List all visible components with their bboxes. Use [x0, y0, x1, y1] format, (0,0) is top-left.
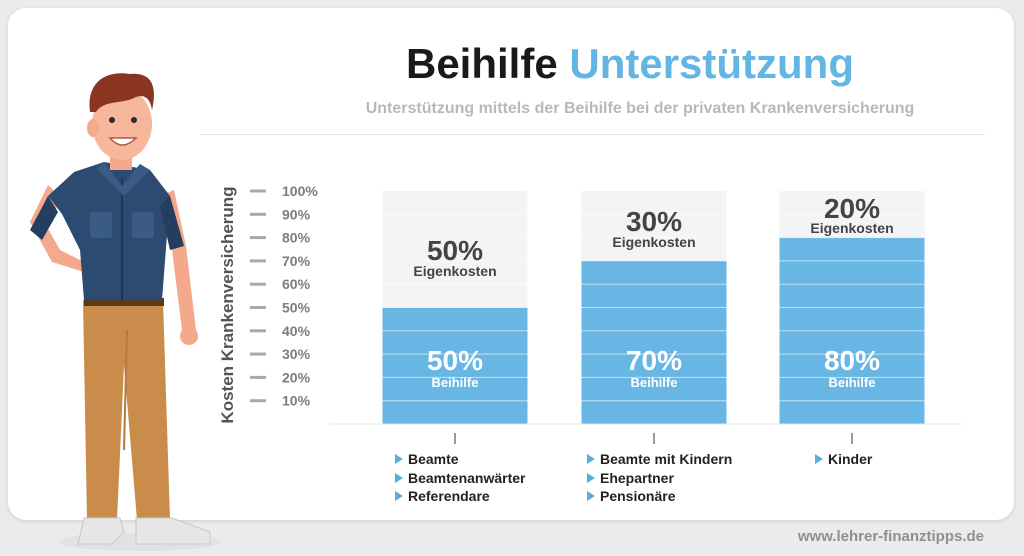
bar-beihilfe	[382, 307, 528, 424]
divider	[200, 134, 985, 135]
eigen-text-label: Eigenkosten	[612, 234, 695, 250]
category-list-1: Beamte Beamtenanwärter Referendare	[394, 450, 526, 506]
page-subtitle: Unterstützung mittels der Beihilfe bei d…	[365, 100, 915, 117]
list-item: Beamte	[394, 450, 526, 469]
bar-labels: 50% Eigenkosten 50% Beihilfe 30% Eigenko…	[413, 193, 893, 390]
person-illustration	[30, 73, 222, 551]
beihilfe-text-label: Beihilfe	[829, 375, 876, 390]
list-item: Referendare	[394, 487, 526, 506]
bullet-triangle-icon	[395, 491, 403, 501]
page-title: Beihilfe Unterstützung	[300, 40, 960, 88]
x-ticks	[454, 433, 853, 444]
eigen-pct-label: 20%	[824, 193, 880, 224]
bullet-triangle-icon	[395, 472, 403, 483]
bullet-triangle-icon	[815, 454, 823, 464]
bar-beihilfe	[581, 260, 727, 424]
title-part-1: Beihilfe	[405, 40, 558, 87]
beihilfe-pct-label: 80%	[824, 345, 880, 376]
list-item: Ehepartner	[586, 469, 732, 488]
list-item: Pensionäre	[586, 487, 732, 506]
y-tick-label: 10%	[282, 393, 311, 409]
category-list-3: Kinder	[814, 450, 872, 469]
y-tick-label: 70%	[282, 253, 311, 269]
title-part-2: Unterstützung	[569, 40, 854, 87]
y-axis-label: Kosten Krankenversicherung	[218, 186, 237, 423]
bullet-triangle-icon	[587, 472, 595, 483]
eigen-pct-label: 30%	[626, 206, 682, 237]
y-tick-label: 80%	[282, 230, 311, 246]
y-tick-label: 50%	[282, 300, 311, 316]
bullet-triangle-icon	[587, 454, 595, 464]
y-tick-label: 100%	[282, 183, 318, 199]
list-item: Kinder	[814, 450, 872, 469]
y-tick-labels: 100% 90% 80% 70% 60% 50% 40% 30% 20% 10%	[282, 183, 318, 409]
list-item: Beamtenanwärter	[394, 469, 526, 488]
grid-lines	[330, 213, 962, 402]
y-tick-label: 30%	[282, 346, 311, 362]
eigen-text-label: Eigenkosten	[810, 220, 893, 236]
eigen-pct-label: 50%	[427, 235, 483, 266]
bar-eigenkosten	[382, 191, 528, 308]
bullet-triangle-icon	[395, 454, 403, 464]
bar-eigenkosten	[581, 191, 727, 261]
eigen-text-label: Eigenkosten	[413, 263, 496, 279]
beihilfe-text-label: Beihilfe	[432, 375, 479, 390]
y-tick-label: 60%	[282, 276, 311, 292]
y-ticks	[250, 189, 266, 403]
beihilfe-text-label: Beihilfe	[631, 375, 678, 390]
beihilfe-pct-label: 70%	[626, 345, 682, 376]
bullet-triangle-icon	[587, 491, 595, 501]
list-item: Beamte mit Kindern	[586, 450, 732, 469]
y-tick-label: 90%	[282, 206, 311, 222]
y-tick-label: 20%	[282, 369, 311, 385]
website-footer: www.lehrer-finanztipps.de	[797, 528, 984, 545]
category-list-2: Beamte mit Kindern Ehepartner Pensionäre	[586, 450, 732, 506]
beihilfe-pct-label: 50%	[427, 345, 483, 376]
y-tick-label: 40%	[282, 323, 311, 339]
